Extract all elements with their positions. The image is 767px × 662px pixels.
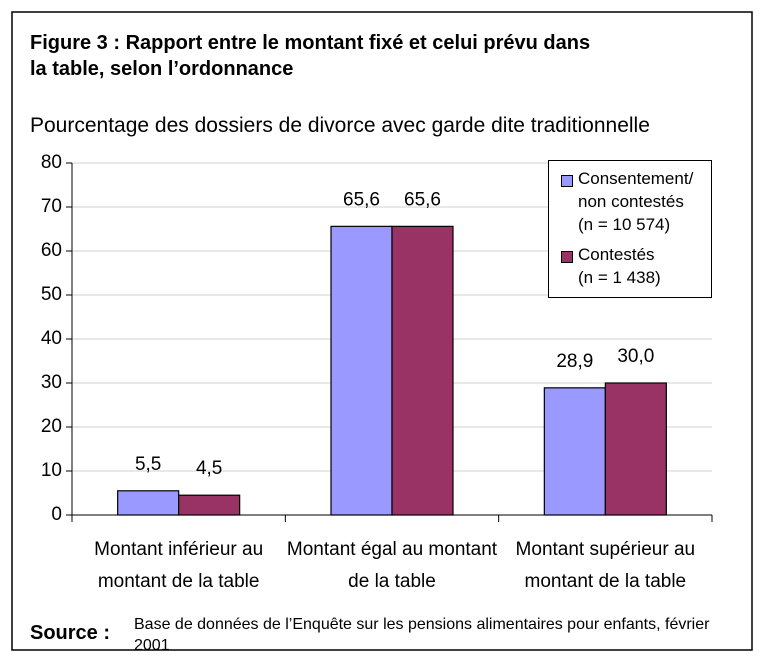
legend: Consentement/ non contestés (n = 10 574)… (548, 160, 712, 298)
y-tick-label: 0 (51, 504, 62, 525)
chart-title: Figure 3 : Rapport entre le montant fixé… (30, 32, 591, 80)
chart-subtitle: Pourcentage des dossiers de divorce avec… (30, 114, 650, 137)
x-tick-label: Montant inférieur au montant de la table (94, 539, 264, 592)
value-label: 28,9 (556, 351, 593, 372)
x-tick-label: Montant égal au montant de la table (286, 539, 498, 592)
value-label: 4,5 (196, 458, 222, 479)
legend-item: Contestés (n = 1 438) (561, 243, 661, 289)
value-label: 30,0 (617, 346, 654, 367)
y-tick-label: 60 (41, 240, 62, 261)
y-tick-label: 30 (41, 372, 62, 393)
legend-swatch (561, 175, 573, 187)
value-label: 5,5 (135, 454, 161, 475)
y-tick-label: 50 (41, 284, 62, 305)
bar (543, 387, 606, 516)
y-tick-label: 10 (41, 460, 62, 481)
y-tick-label: 80 (41, 152, 62, 173)
y-tick-label: 40 (41, 328, 62, 349)
legend-label: Consentement/ non contestés (n = 10 574) (578, 169, 694, 234)
value-label: 65,6 (404, 189, 441, 210)
x-tick-label: Montant supérieur au montant de la table (515, 539, 696, 592)
bar (117, 490, 180, 516)
frame (11, 11, 753, 651)
legend-item: Consentement/ non contestés (n = 10 574) (561, 167, 693, 236)
source-label: Source : (30, 622, 111, 644)
y-tick-label: 20 (41, 416, 62, 437)
bar (391, 225, 454, 516)
source-text: Base de données de l’Enquête sur les pen… (134, 616, 710, 654)
value-label: 65,6 (343, 189, 380, 210)
bar (178, 494, 241, 516)
bar (330, 225, 393, 516)
legend-label: Contestés (n = 1 438) (578, 245, 661, 287)
legend-swatch (561, 251, 573, 263)
bar (604, 382, 667, 516)
y-tick-label: 70 (41, 196, 62, 217)
